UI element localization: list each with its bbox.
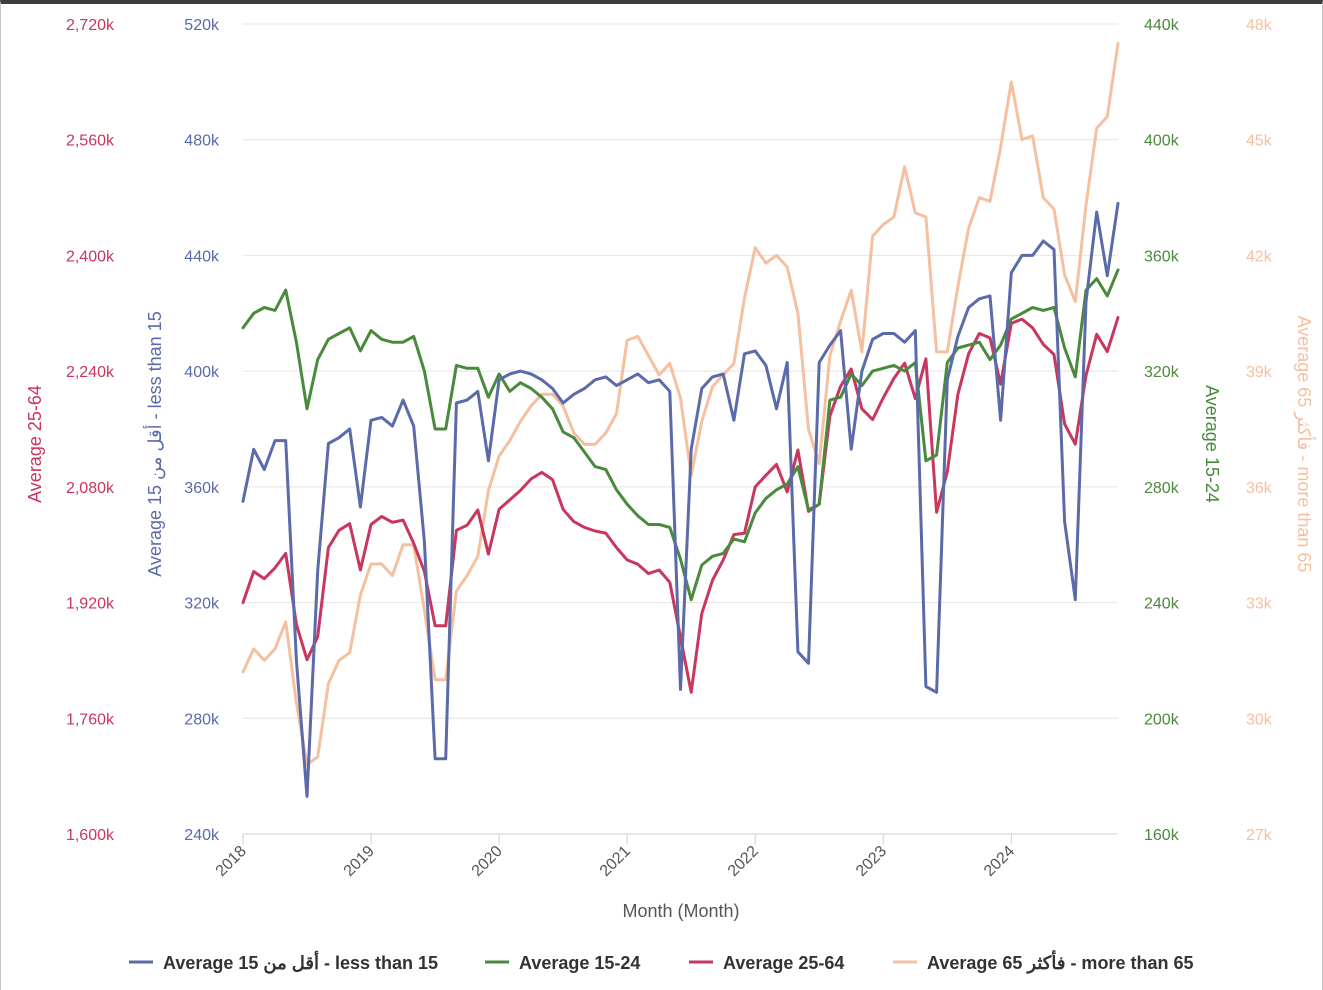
series-line — [241, 268, 1120, 602]
x-tick-label: 2018 — [213, 843, 250, 880]
y-tick-label-a1524: 440k — [1144, 17, 1180, 34]
x-axis-title: Month (Month) — [622, 901, 739, 921]
line-chart: 2018 2019 2020 2021 2022 2023 2024 1,600k 1,760… — [25, 17, 1317, 974]
x-axis: 2018 2019 2020 2021 2022 2023 2024 — [213, 834, 1018, 880]
y-tick-label-a1524: 280k — [1144, 480, 1180, 497]
legend-label: Average 15-24 — [519, 953, 640, 973]
y-tick-label-a15: 480k — [184, 133, 220, 150]
y-tick-label-a65: 42k — [1246, 248, 1273, 265]
x-tick-label: 2021 — [597, 843, 634, 880]
x-tick-label: 2020 — [469, 843, 506, 880]
y-tick-label-a15: 280k — [184, 711, 220, 728]
y-axis-title-a65: Average 65 فأكثر - more than 65 — [1293, 316, 1317, 573]
y-tick-label-a25: 2,240k — [66, 364, 115, 381]
series-line — [241, 41, 1120, 767]
y-tick-label-a25: 2,560k — [66, 133, 115, 150]
y-axis-title-a25: Average 25-64 — [25, 385, 45, 503]
y-tick-label-a25: 2,400k — [66, 248, 115, 265]
y-tick-label-a25: 1,600k — [66, 827, 115, 844]
y-tick-label-a1524: 320k — [1144, 364, 1180, 381]
series-line — [241, 201, 1120, 798]
y-tick-label-a65: 27k — [1246, 827, 1273, 844]
series-line — [241, 316, 1120, 694]
y-tick-label-a65: 36k — [1246, 480, 1273, 497]
y-tick-label-a15: 440k — [184, 248, 220, 265]
series-lines — [241, 41, 1120, 798]
y-tick-label-a65: 48k — [1246, 17, 1273, 34]
legend-label: Average 65 فأكثر - more than 65 — [927, 950, 1193, 974]
y-tick-label-a1524: 400k — [1144, 133, 1180, 150]
x-tick-label: 2024 — [981, 843, 1018, 880]
y-tick-label-a25: 1,760k — [66, 711, 115, 728]
legend-label: Average 15 أقل من - less than 15 — [163, 951, 438, 974]
y-tick-label-a15: 520k — [184, 17, 220, 34]
y-tick-label-a25: 1,920k — [66, 596, 115, 613]
y-tick-label-a25: 2,720k — [66, 17, 115, 34]
y-tick-label-a25: 2,080k — [66, 480, 115, 497]
y-tick-label-a65: 39k — [1246, 364, 1273, 381]
y-tick-label-a15: 360k — [184, 480, 220, 497]
y-axes: 1,600k 1,760k 1,920k 2,080k 2,240k 2,400k 2,56… — [25, 17, 1317, 844]
y-tick-label-a15: 240k — [184, 827, 220, 844]
y-tick-label-a1524: 240k — [1144, 596, 1180, 613]
x-tick-label: 2019 — [341, 843, 378, 880]
y-tick-label-a15: 320k — [184, 596, 220, 613]
legend: Average 15 أقل من - less than 15 Average … — [129, 950, 1193, 974]
grid-lines — [243, 23, 1118, 835]
x-tick-label: 2023 — [853, 843, 890, 880]
y-tick-label-a1524: 360k — [1144, 248, 1180, 265]
y-tick-label-a15: 400k — [184, 364, 220, 381]
y-tick-label-a65: 30k — [1246, 711, 1273, 728]
y-tick-label-a65: 45k — [1246, 133, 1273, 150]
x-tick-label: 2022 — [725, 843, 762, 880]
y-tick-label-a1524: 200k — [1144, 711, 1180, 728]
y-axis-title-a15: Average 15 أقل من - less than 15 — [143, 311, 166, 576]
y-axis-title-a1524: Average 15-24 — [1202, 385, 1222, 503]
y-tick-label-a65: 33k — [1246, 596, 1273, 613]
y-tick-label-a1524: 160k — [1144, 827, 1180, 844]
legend-label: Average 25-64 — [723, 953, 844, 973]
